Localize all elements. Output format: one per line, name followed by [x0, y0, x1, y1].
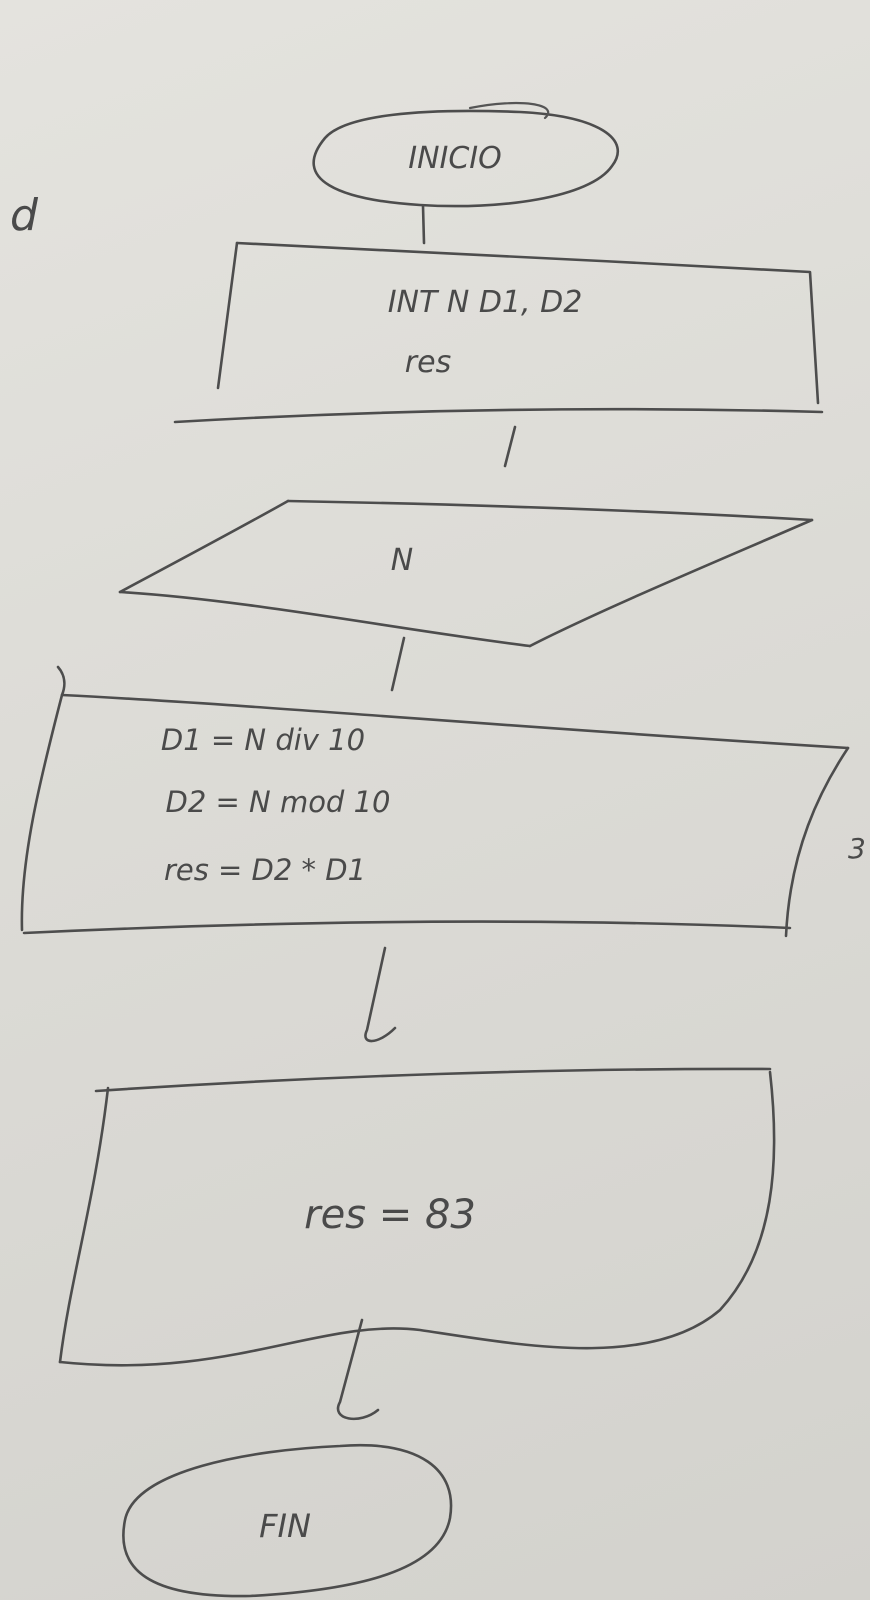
- output-block: res = 83: [58, 1067, 776, 1367]
- connector-input-process: [390, 636, 406, 692]
- start-label: INICIO: [408, 141, 502, 176]
- connector-start-declare: [421, 204, 426, 245]
- declaration-line-1: INT N D1, D2: [388, 285, 583, 320]
- connector-declare-input: [503, 425, 517, 468]
- connector-process-output: [364, 946, 397, 1043]
- declaration-block: INT N D1, D2 res: [173, 241, 824, 424]
- output-label: res = 83: [304, 1192, 476, 1238]
- input-label: N: [391, 543, 413, 578]
- margin-mark-right: 3: [848, 832, 866, 865]
- input-block: N: [118, 499, 814, 648]
- end-label: FIN: [259, 1507, 311, 1545]
- declaration-line-2: res: [405, 345, 451, 380]
- end-terminal: FIN: [122, 1443, 453, 1598]
- start-terminal: INICIO: [312, 101, 619, 208]
- process-line-1: D1 = N div 10: [161, 723, 365, 757]
- process-line-2: D2 = N mod 10: [166, 785, 391, 819]
- margin-mark-left: d: [10, 190, 39, 241]
- process-line-3: res = D2 * D1: [164, 853, 366, 887]
- process-block: D1 = N div 10 D2 = N mod 10 res = D2 * D…: [20, 665, 850, 938]
- connector-output-end: [336, 1318, 380, 1421]
